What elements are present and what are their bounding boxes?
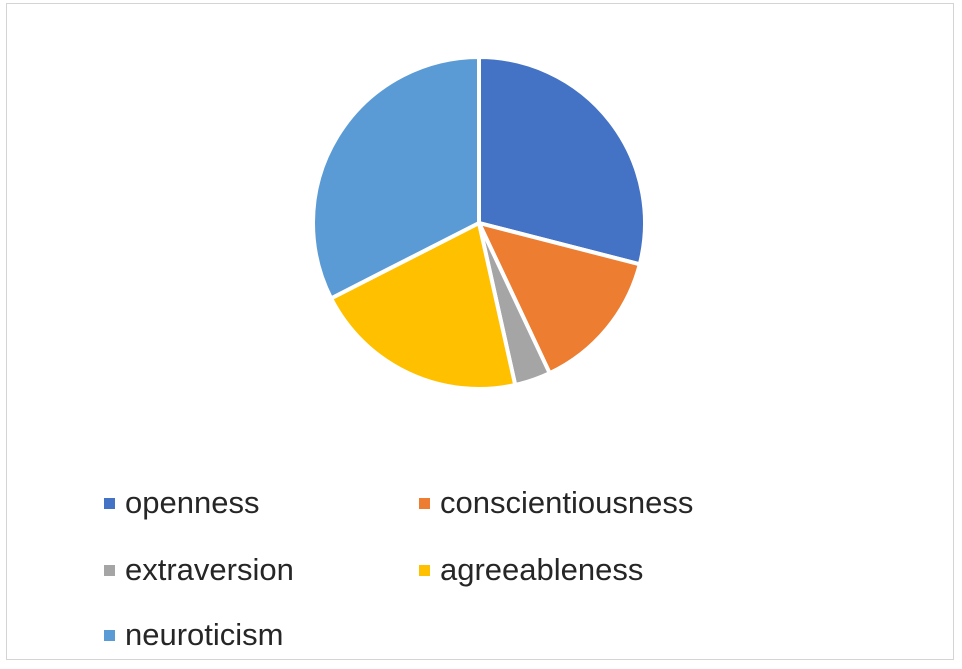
legend-swatch-openness [104, 497, 115, 509]
pie-slice-conscientiousness [477, 221, 642, 376]
pie-slice-agreeableness [329, 221, 518, 391]
legend-label-agreeableness: agreeableness [440, 552, 644, 587]
legend-label-openness: openness [125, 485, 260, 520]
legend-swatch-conscientiousness [419, 497, 430, 509]
legend-label-conscientiousness: conscientiousness [440, 485, 694, 520]
legend-swatch-extraversion [104, 564, 115, 576]
legend-item-openness: openness [104, 483, 259, 523]
pie-slice-openness [477, 55, 647, 267]
legend-swatch-neuroticism [104, 629, 115, 641]
legend-label-extraversion: extraversion [125, 552, 294, 587]
legend-label-neuroticism: neuroticism [125, 617, 284, 652]
legend-item-extraversion: extraversion [104, 550, 294, 590]
legend-item-conscientiousness: conscientiousness [419, 483, 693, 523]
pie-slice-neuroticism [311, 55, 481, 301]
legend-item-agreeableness: agreeableness [419, 550, 643, 590]
legend-swatch-agreeableness [419, 564, 430, 576]
legend-item-neuroticism: neuroticism [104, 615, 284, 655]
